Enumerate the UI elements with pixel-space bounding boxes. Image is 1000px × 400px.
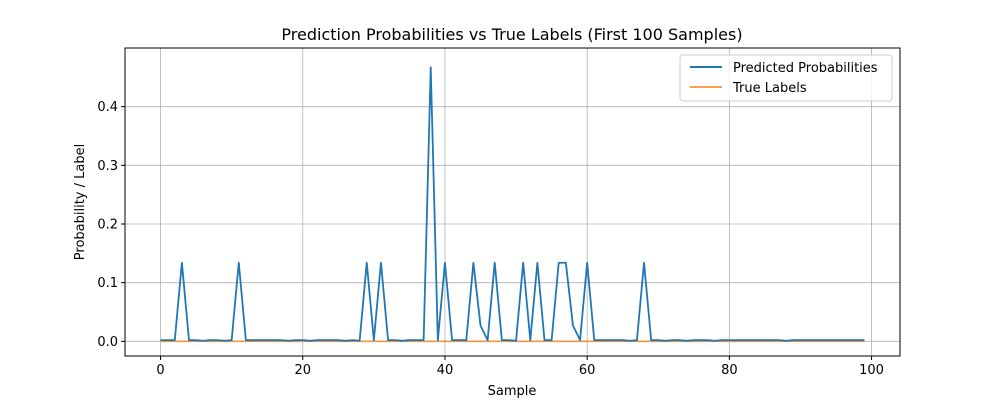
y-axis-ticks: 0.0 0.1 0.2 0.3 0.4 [97, 100, 125, 350]
x-axis-label: Sample [488, 384, 537, 399]
x-tick-label: 0 [156, 363, 164, 378]
legend-box [679, 54, 893, 102]
x-axis-ticks: 0 20 40 60 80 100 [156, 356, 884, 378]
y-tick-label: 0.1 [97, 276, 118, 291]
y-axis-label: Probability / Label [73, 144, 88, 260]
x-tick-label: 100 [859, 363, 884, 378]
y-tick-label: 0.2 [97, 218, 118, 233]
x-tick-label: 80 [721, 363, 738, 378]
plot-area-frame [124, 47, 901, 357]
x-tick-label: 60 [579, 363, 596, 378]
legend-label-true-labels: True Labels [732, 81, 807, 96]
legend: Predicted Probabilities True Labels [679, 54, 893, 102]
y-tick-label: 0.0 [97, 335, 118, 350]
legend-label-predicted-probabilities: Predicted Probabilities [733, 61, 878, 76]
series-layer [160, 66, 865, 343]
y-tick-label: 0.4 [97, 100, 118, 115]
series-line-predicted-probabilities [160, 66, 865, 342]
chart-title: Prediction Probabilities vs True Labels … [281, 25, 742, 44]
x-tick-label: 40 [437, 363, 454, 378]
y-tick-label: 0.3 [97, 159, 118, 174]
x-tick-label: 20 [294, 363, 311, 378]
